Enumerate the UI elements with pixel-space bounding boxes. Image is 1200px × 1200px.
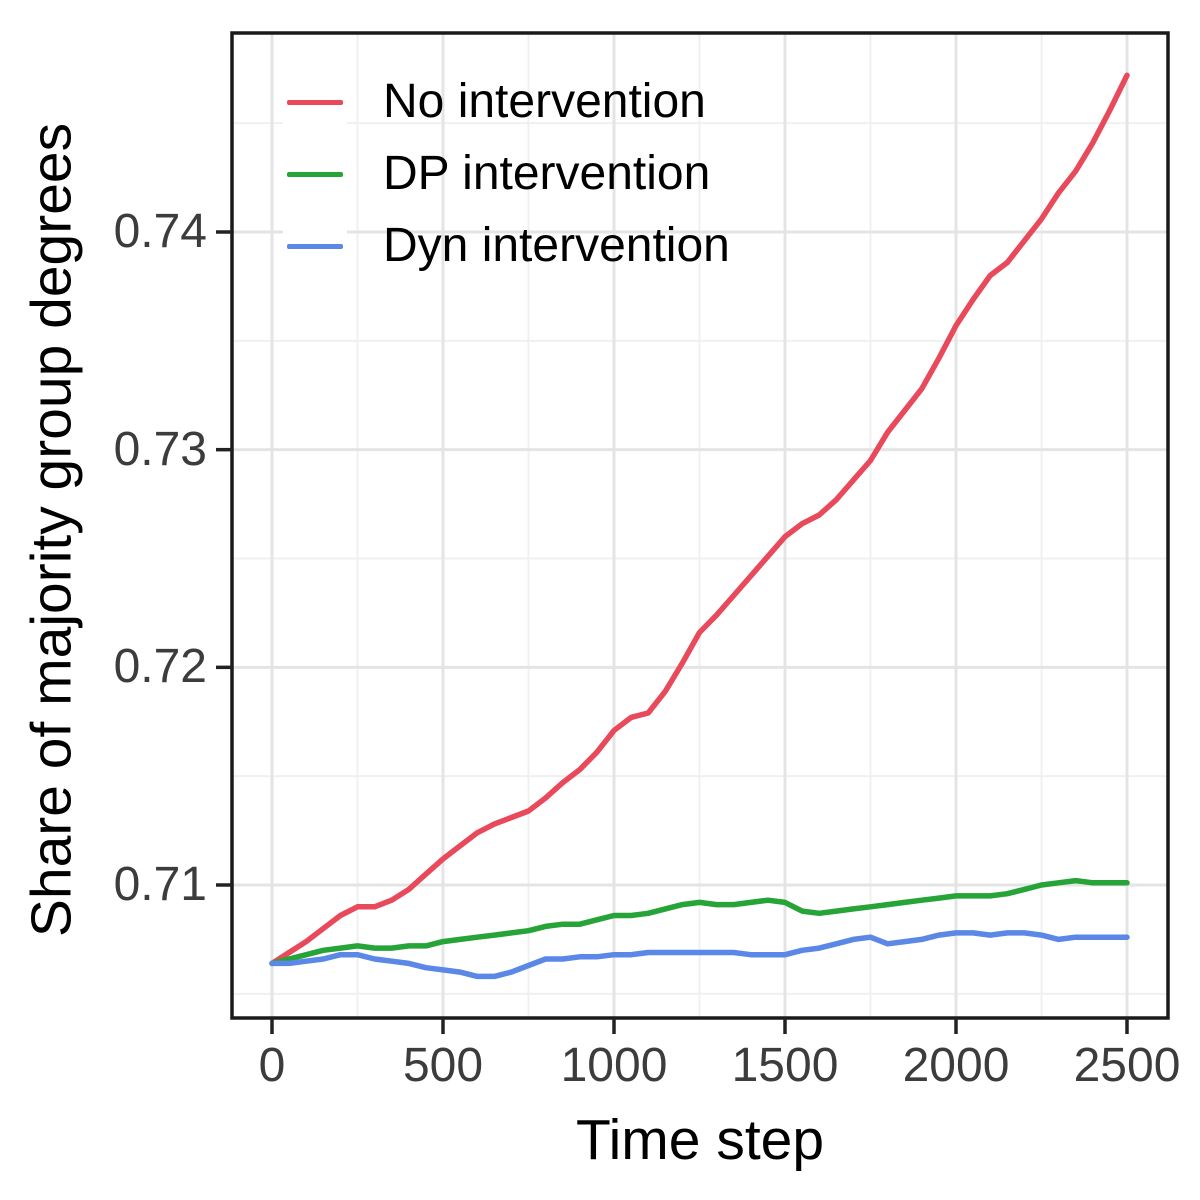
series-line-dp-intervention: [269, 877, 1130, 967]
legend-item-dp-intervention: DP intervention: [283, 138, 730, 210]
legend-key: [283, 70, 347, 134]
legend-key: [283, 214, 347, 278]
legend-label: DP intervention: [383, 147, 711, 200]
x-tick-label: 2500: [1073, 1039, 1181, 1092]
series-line-no-intervention: [269, 72, 1130, 967]
x-axis-title: Time step: [575, 1108, 825, 1172]
legend-label: Dyn intervention: [383, 219, 730, 272]
series-line-dyn-intervention: [269, 930, 1130, 980]
y-tick-label: 0.72: [113, 640, 207, 694]
x-tick-label: 1000: [560, 1039, 668, 1092]
y-axis-title: Share of majority group degrees: [19, 122, 84, 938]
x-tick-label: 1500: [731, 1039, 839, 1092]
legend-key: [283, 142, 347, 206]
legend: No intervention DP intervention Dyn interv…: [283, 66, 730, 282]
legend-label: No intervention: [383, 75, 706, 128]
y-tick-label: 0.73: [113, 422, 207, 476]
x-tick-label: 0: [258, 1039, 286, 1092]
legend-item-dyn-intervention: Dyn intervention: [283, 210, 730, 282]
legend-item-no-intervention: No intervention: [283, 66, 730, 138]
y-tick-label: 0.71: [113, 858, 207, 911]
x-tick-label: 2000: [902, 1039, 1010, 1092]
legend-key-line-icon: [287, 243, 343, 249]
panel-border: [230, 31, 1170, 1020]
legend-key-line-icon: [287, 171, 343, 177]
x-tick-label: 500: [402, 1039, 484, 1092]
legend-key-line-icon: [287, 99, 343, 105]
y-tick-label: 0.74: [113, 205, 207, 258]
